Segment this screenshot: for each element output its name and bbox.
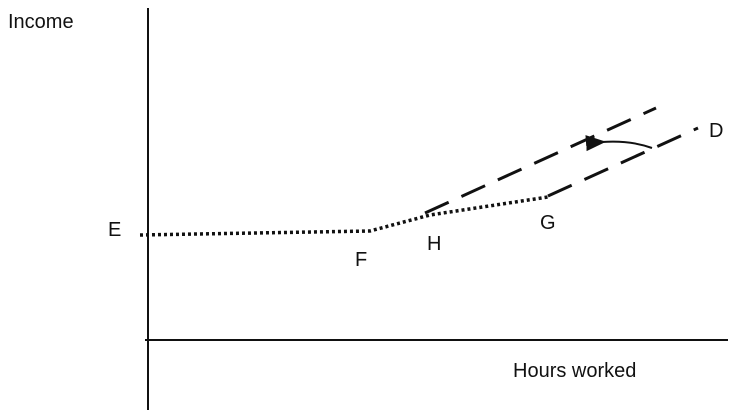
point-label: G — [540, 212, 556, 234]
point-label: F — [355, 249, 367, 271]
point-label: H — [427, 233, 441, 255]
point-label: D — [709, 120, 723, 142]
y-axis-label: Income — [8, 11, 74, 33]
x-axis-label: Hours worked — [513, 360, 636, 382]
dashed-constraint-lower — [547, 126, 699, 198]
shift-arrow — [585, 135, 653, 152]
dashed-constraint-upper — [424, 106, 657, 215]
dotted-constraint — [139, 195, 549, 237]
point-label: E — [108, 219, 121, 241]
